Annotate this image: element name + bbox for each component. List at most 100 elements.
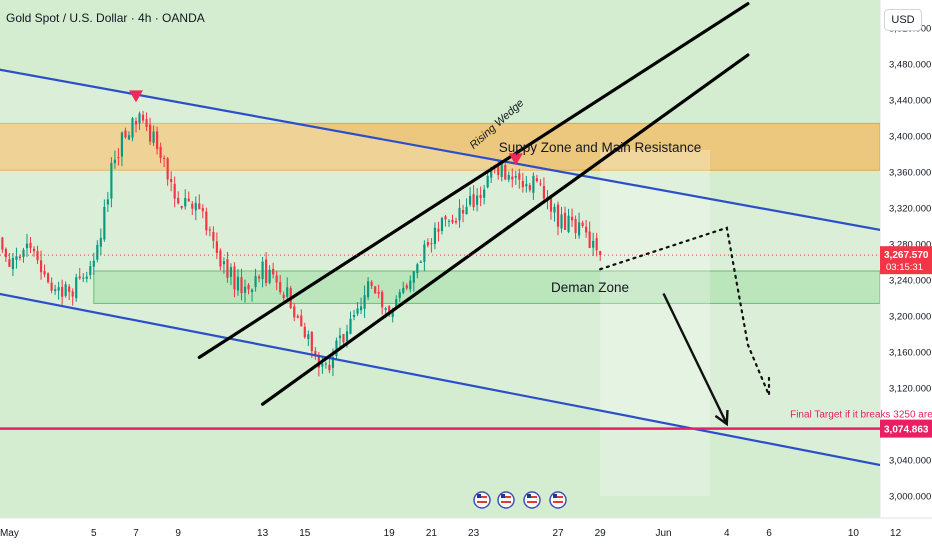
signal-marker[interactable]	[129, 90, 143, 103]
candle-body	[85, 276, 88, 279]
currency-button[interactable]: USD	[884, 9, 922, 31]
channel-line[interactable]	[0, 292, 932, 477]
candle-body	[324, 363, 327, 365]
candle-body	[367, 281, 370, 298]
candle-body	[25, 243, 29, 249]
us-flag-event-icon[interactable]	[497, 491, 515, 509]
y-tick-label: 3,280.000	[889, 240, 931, 251]
candle-body	[54, 289, 57, 291]
candle-body	[106, 199, 109, 205]
demand-zone[interactable]	[93, 270, 880, 304]
candle-body	[110, 163, 113, 199]
candle-body	[588, 231, 591, 249]
y-tick-label: 3,000.000	[889, 492, 931, 503]
candle-body	[236, 276, 240, 291]
candle-body	[205, 211, 208, 231]
candle-body	[486, 175, 489, 188]
wedge-line[interactable]	[261, 53, 750, 406]
candle-body	[567, 215, 570, 232]
us-flag-event-icon[interactable]	[523, 491, 541, 509]
time-axis-background	[0, 518, 932, 550]
candle-body	[388, 306, 391, 316]
candle-body	[342, 334, 345, 343]
candle-body	[78, 276, 81, 279]
candle-body	[257, 276, 261, 279]
candle-body	[11, 257, 15, 270]
x-tick-label: 12	[890, 528, 902, 539]
y-tick-label: 3,320.000	[889, 204, 931, 215]
candle-body	[556, 204, 560, 227]
us-flag-event-icon[interactable]	[473, 491, 491, 509]
projection-arrow[interactable]	[662, 292, 728, 425]
candle-body	[156, 131, 159, 150]
candle-body	[46, 273, 50, 283]
candle-body	[191, 203, 194, 209]
candle-body	[117, 157, 120, 159]
candle-body	[539, 183, 542, 185]
signal-marker[interactable]	[508, 153, 523, 166]
y-tick-label: 3,160.000	[889, 348, 931, 359]
candle-body	[184, 198, 187, 207]
candle-body	[553, 206, 556, 213]
candle-body	[120, 132, 124, 157]
candle-body	[68, 286, 71, 292]
candle-body	[250, 289, 254, 293]
candle-body	[472, 194, 475, 208]
projection-arrowhead	[714, 409, 729, 427]
candle-body	[542, 186, 546, 199]
candle-body	[511, 176, 514, 180]
flag-stripe-icon	[477, 501, 487, 503]
x-tick-label: 10	[848, 528, 860, 539]
candle-body	[303, 326, 306, 338]
candle-body	[300, 315, 303, 327]
candle-body	[261, 261, 264, 280]
candle-body	[64, 284, 67, 296]
candle-body	[352, 315, 356, 317]
flag-stripe-icon	[527, 501, 537, 503]
candle-body	[212, 231, 215, 241]
candle-body	[243, 286, 247, 293]
candle-body	[381, 291, 384, 308]
candle-body	[82, 277, 85, 279]
candle-body	[22, 249, 25, 257]
candle-body	[447, 220, 451, 222]
candle-body	[268, 269, 271, 283]
candle-body	[592, 240, 595, 248]
candle-body	[282, 294, 285, 299]
candle-body	[134, 120, 138, 125]
candle-body	[599, 251, 602, 256]
x-tick-label: 7	[133, 528, 139, 539]
flag-stripe-icon	[501, 501, 511, 503]
candle-body	[581, 222, 584, 227]
candle-body	[57, 287, 60, 291]
projection-region	[600, 150, 710, 496]
candle-body	[254, 276, 257, 288]
y-tick-label: 3,120.000	[889, 384, 931, 395]
candle-body	[177, 197, 180, 204]
y-tick-label: 3,360.000	[889, 168, 931, 179]
candle-body	[461, 209, 465, 214]
candle-body	[490, 167, 493, 178]
candle-body	[310, 331, 313, 352]
candle-body	[349, 318, 352, 334]
candle-body	[152, 131, 155, 143]
candle-body	[32, 248, 36, 252]
candle-body	[465, 206, 468, 215]
supply-zone[interactable]	[0, 122, 880, 171]
candle-body	[595, 238, 598, 251]
us-flag-event-icon[interactable]	[549, 491, 567, 509]
channel-line[interactable]	[0, 68, 932, 241]
candle-body	[96, 244, 99, 260]
candle-body	[286, 287, 289, 297]
projection-path[interactable]	[599, 226, 771, 396]
candle-body	[570, 216, 574, 221]
target-price-label: 3,074.863	[884, 425, 929, 436]
candle-body	[222, 261, 226, 265]
wedge-line[interactable]	[197, 2, 750, 359]
candle-body	[476, 195, 479, 205]
candle-body	[549, 195, 553, 212]
candle-body	[395, 299, 398, 309]
candle-body	[430, 243, 433, 245]
x-tick-label: 27	[552, 528, 564, 539]
